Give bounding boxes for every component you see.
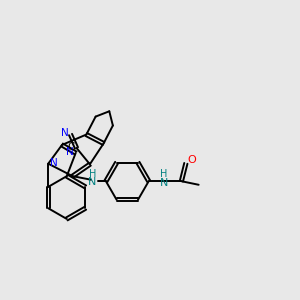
Text: N: N (50, 158, 58, 168)
Text: H: H (89, 169, 96, 179)
Text: O: O (188, 155, 196, 165)
Text: C: C (68, 142, 75, 152)
Text: H: H (160, 169, 168, 179)
Text: N: N (160, 178, 168, 188)
Text: N: N (61, 128, 69, 138)
Text: N: N (67, 147, 74, 157)
Text: N: N (88, 177, 96, 187)
